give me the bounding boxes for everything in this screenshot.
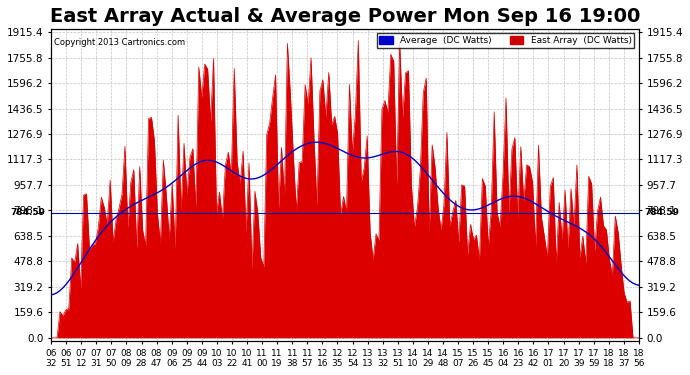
Text: Copyright 2013 Cartronics.com: Copyright 2013 Cartronics.com [54, 38, 185, 47]
Legend: Average  (DC Watts), East Array  (DC Watts): Average (DC Watts), East Array (DC Watts… [377, 33, 634, 48]
Text: 784.59: 784.59 [10, 208, 46, 217]
Title: East Array Actual & Average Power Mon Sep 16 19:00: East Array Actual & Average Power Mon Se… [50, 7, 640, 26]
Text: 784.59: 784.59 [644, 208, 680, 217]
